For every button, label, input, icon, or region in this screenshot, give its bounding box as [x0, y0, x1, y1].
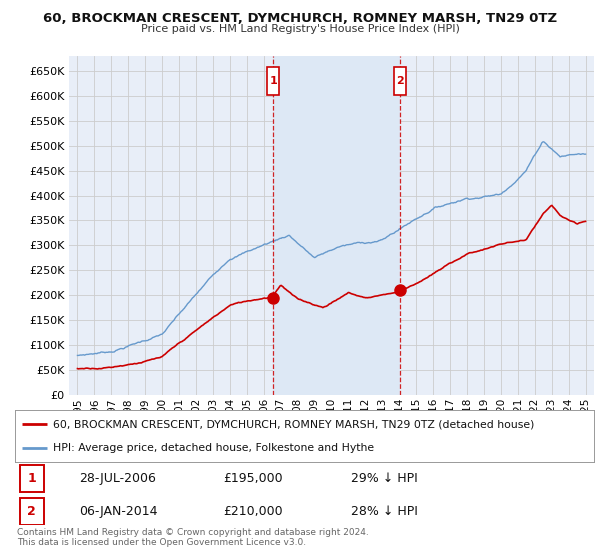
Text: Price paid vs. HM Land Registry's House Price Index (HPI): Price paid vs. HM Land Registry's House …	[140, 24, 460, 34]
Text: 29% ↓ HPI: 29% ↓ HPI	[351, 472, 418, 486]
Text: 60, BROCKMAN CRESCENT, DYMCHURCH, ROMNEY MARSH, TN29 0TZ (detached house): 60, BROCKMAN CRESCENT, DYMCHURCH, ROMNEY…	[53, 419, 534, 430]
FancyBboxPatch shape	[394, 67, 406, 95]
Text: 1: 1	[269, 76, 277, 86]
FancyBboxPatch shape	[20, 498, 44, 525]
Text: £195,000: £195,000	[223, 472, 283, 486]
Text: 28% ↓ HPI: 28% ↓ HPI	[351, 505, 418, 518]
FancyBboxPatch shape	[20, 465, 44, 492]
Text: 2: 2	[396, 76, 403, 86]
Text: 06-JAN-2014: 06-JAN-2014	[79, 505, 157, 518]
Bar	[274, 56, 400, 395]
Text: HPI: Average price, detached house, Folkestone and Hythe: HPI: Average price, detached house, Folk…	[53, 443, 374, 453]
Text: 2: 2	[28, 505, 36, 518]
Text: Contains HM Land Registry data © Crown copyright and database right 2024.
This d: Contains HM Land Registry data © Crown c…	[17, 528, 368, 547]
Text: 1: 1	[28, 472, 36, 486]
FancyBboxPatch shape	[268, 67, 280, 95]
Text: £210,000: £210,000	[223, 505, 283, 518]
Text: 60, BROCKMAN CRESCENT, DYMCHURCH, ROMNEY MARSH, TN29 0TZ: 60, BROCKMAN CRESCENT, DYMCHURCH, ROMNEY…	[43, 12, 557, 25]
Text: 28-JUL-2006: 28-JUL-2006	[79, 472, 155, 486]
